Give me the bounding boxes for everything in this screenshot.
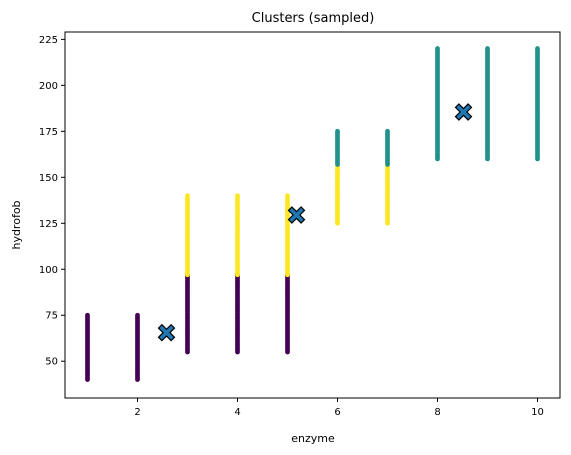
y-tick-label: 175 (39, 127, 58, 138)
cluster-0-strip-1 (135, 312, 140, 383)
y-axis-label: hydrofob (10, 200, 23, 249)
cluster-2-strip-4 (535, 46, 540, 162)
x-tick-label: 8 (434, 407, 440, 418)
y-tick-label: 50 (45, 357, 58, 368)
data-point (385, 128, 390, 134)
data-point (235, 193, 240, 199)
cluster-2-strip-3 (485, 46, 490, 162)
data-point (135, 312, 140, 318)
x-tick-label: 4 (234, 407, 240, 418)
data-point (435, 46, 440, 51)
cluster-0-strip-0 (85, 312, 90, 383)
cluster-1-strip-0 (185, 193, 190, 278)
data-point (535, 46, 540, 51)
x-axis-label: enzyme (291, 432, 335, 445)
data-point (285, 193, 290, 199)
cluster-1-strip-4 (385, 162, 390, 226)
cluster-1-strip-2 (285, 193, 290, 278)
chart-title: Clusters (sampled) (252, 11, 375, 26)
cluster-2-strip-0 (335, 128, 340, 167)
cluster-2-strip-2 (435, 46, 440, 162)
centroid-marker-0 (157, 323, 176, 342)
centroid-marker-2 (454, 103, 473, 121)
cluster-0-strip-4 (285, 272, 290, 355)
data-point (85, 312, 90, 318)
cluster-0-strip-3 (235, 272, 240, 355)
y-tick-label: 225 (39, 35, 58, 46)
x-tick-label: 10 (531, 407, 544, 418)
cluster-2-strip-1 (385, 128, 390, 167)
plot-area (85, 46, 540, 383)
data-point (485, 46, 490, 51)
y-tick-label: 100 (39, 265, 58, 276)
y-tick-label: 75 (45, 311, 58, 322)
x-tick-label: 2 (134, 407, 140, 418)
y-tick-label: 150 (39, 173, 58, 184)
data-point (335, 128, 340, 134)
cluster-1-strip-1 (235, 193, 240, 278)
cluster-0-strip-2 (185, 272, 190, 355)
y-tick-label: 125 (39, 219, 58, 230)
axes: 2 4 6 8 10 50 75 100 125 150 175 200 225 (39, 31, 561, 418)
data-point (185, 193, 190, 199)
y-tick-label: 200 (39, 81, 58, 92)
x-tick-label: 6 (334, 407, 340, 418)
centroid-marker-1 (287, 206, 306, 224)
cluster-1-strip-3 (335, 162, 340, 226)
axes-frame (64, 31, 561, 399)
